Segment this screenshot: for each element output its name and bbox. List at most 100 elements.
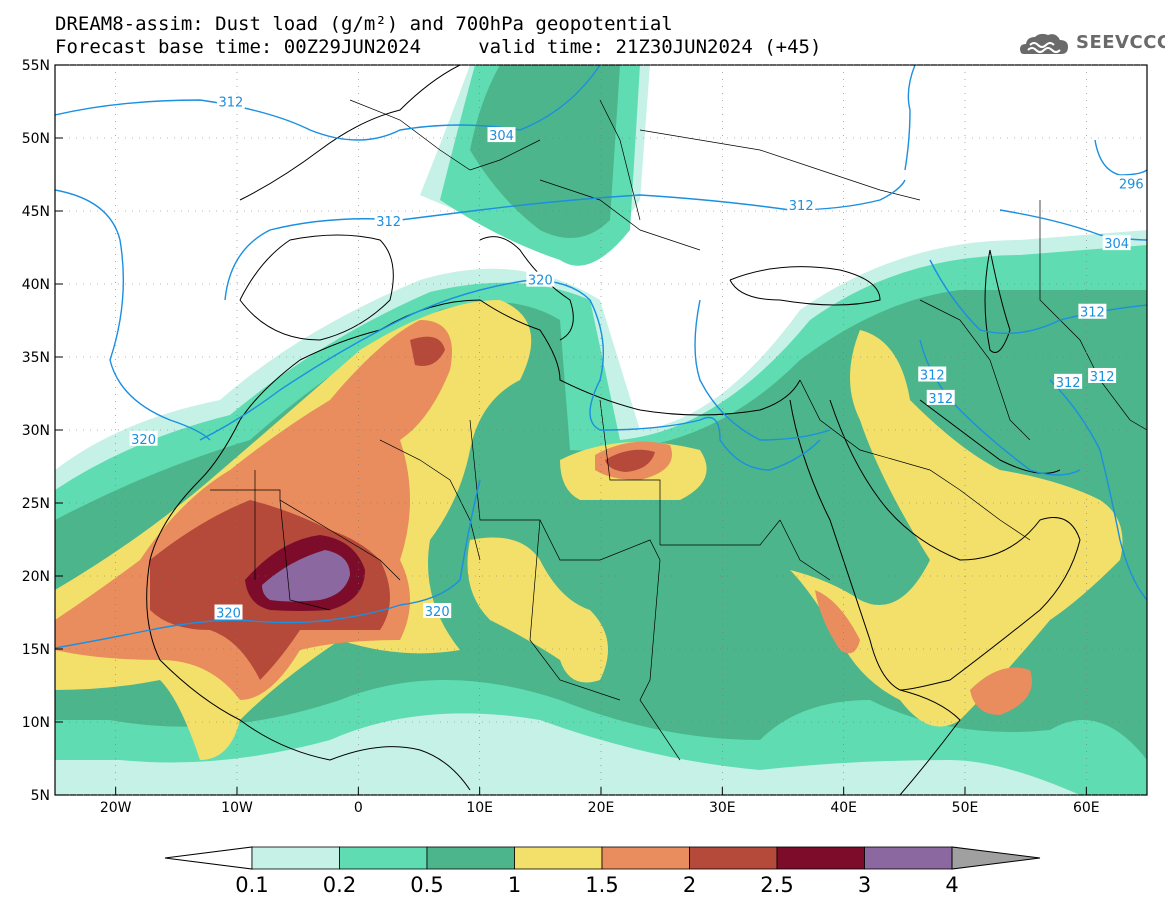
- latitude-tick-label: 50N: [22, 131, 50, 147]
- dust-band-3: [262, 550, 350, 602]
- contour-label-background: [487, 127, 516, 143]
- colorbar-label: 1.5: [585, 873, 618, 897]
- contour-label: 320: [216, 607, 241, 622]
- colorbar-label: 0.5: [410, 873, 443, 897]
- latitude-tick-label: 30N: [22, 423, 50, 439]
- dust-band-1-chad: [467, 537, 608, 683]
- dust-band-0.5-europe: [470, 65, 620, 238]
- colorbar-segment: [776, 846, 865, 870]
- contour-label: 296: [1119, 177, 1144, 192]
- coast-black-sea: [729, 266, 881, 306]
- contour-label: 312: [928, 392, 953, 407]
- contour-label-background: [214, 604, 243, 620]
- colorbar-segment: [426, 846, 515, 870]
- graticule: [55, 64, 1147, 796]
- coast-east-africa: [899, 689, 961, 795]
- longitude-tick-label: 20E: [588, 800, 615, 816]
- contour-label-background: [1088, 367, 1117, 383]
- contour-label: 304: [1104, 237, 1129, 252]
- contour-312-east: [904, 65, 916, 171]
- contour-320-med: [199, 279, 821, 471]
- contour-label: 312: [1080, 306, 1105, 321]
- map-title: DREAM8-assim: Dust load (g/m²) and 700hP…: [55, 13, 673, 35]
- colorbar-label: 2.5: [760, 873, 793, 897]
- colorbar-over-arrow: [951, 846, 1041, 870]
- dust-band-1.5-redsea: [815, 590, 860, 654]
- longitude-tick-label: 40E: [830, 800, 857, 816]
- forecast-time-line: Forecast base time: 00Z29JUN2024 valid t…: [55, 36, 822, 58]
- latitude-tick-label: 5N: [31, 788, 50, 804]
- coast-caspian: [984, 249, 1011, 353]
- longitude-tick-label: 10E: [466, 800, 493, 816]
- latitude-tick-label: 55N: [22, 58, 50, 74]
- longitude-tick-label: 10W: [221, 800, 253, 816]
- contour-label-background: [1102, 235, 1131, 251]
- colorbar-label: 0.1: [235, 873, 268, 897]
- contour-312-afg: [1049, 379, 1147, 601]
- contour-label: 312: [1056, 376, 1081, 391]
- contour-label-background: [1054, 373, 1083, 389]
- contour-296: [1094, 139, 1147, 176]
- colorbar-segment: [864, 846, 953, 870]
- contour-label-background: [129, 430, 158, 446]
- latitude-axis: 55N 50N 45N 40N 35N 30N 25N 20N 15N 10N 5N: [22, 58, 63, 804]
- contour-label: 312: [376, 215, 401, 230]
- contour-label: 304: [489, 129, 514, 144]
- colorbar-segment: [514, 846, 603, 870]
- longitude-tick-label: 60E: [1073, 800, 1100, 816]
- contour-label-background: [1078, 303, 1107, 319]
- latitude-tick-label: 20N: [22, 569, 50, 585]
- dust-band-1-arabia: [790, 330, 1123, 727]
- country-borders: [210, 99, 1147, 761]
- colorbar-under-arrow: [164, 846, 253, 870]
- colorbar: 0.1 0.2 0.5 1 1.5 2 2.5 3 4: [164, 846, 1041, 897]
- contour-label-background: [374, 213, 403, 229]
- colorbar-segment: [339, 846, 428, 870]
- longitude-tick-label: 0: [354, 800, 363, 816]
- contour-label: 320: [425, 605, 450, 620]
- colorbar-label: 2: [683, 873, 696, 897]
- dust-band-1.5-somalia: [970, 667, 1032, 715]
- contour-label-background: [423, 603, 452, 619]
- colorbar-segment: [251, 846, 340, 870]
- contour-label-background: [918, 366, 947, 382]
- contour-312-north: [55, 65, 601, 141]
- contour-label: 320: [131, 433, 156, 448]
- contour-label: 312: [219, 96, 244, 111]
- contour-label-background: [216, 93, 245, 109]
- coast-mediterranean-africa: [239, 299, 801, 421]
- contour-label: 312: [789, 199, 814, 214]
- longitude-axis: 20W 10W 0 10E 20E 30E 40E 50E 60E: [100, 787, 1100, 816]
- contour-labels: 312 304 312 312 296 304 320 312 312 312 312 312 320 3…: [129, 93, 1146, 622]
- contour-320-south: [55, 479, 481, 649]
- contour-label-background: [1117, 175, 1146, 191]
- contour-312-mid: [224, 179, 906, 301]
- latitude-tick-label: 35N: [22, 350, 50, 366]
- colorbar-label: 1: [508, 873, 521, 897]
- latitude-tick-label: 10N: [22, 715, 50, 731]
- contour-label-background: [787, 197, 816, 213]
- contour-label-background: [926, 389, 955, 405]
- dust-band-2-libya: [605, 449, 655, 472]
- longitude-tick-label: 20W: [100, 800, 132, 816]
- contour-label-background: [526, 271, 555, 287]
- latitude-tick-label: 15N: [22, 642, 50, 658]
- colorbar-segment: [601, 846, 690, 870]
- logo-text: SEEVCCC: [1076, 32, 1165, 53]
- coast-arabia: [829, 399, 1081, 691]
- cloud-logo-icon: [1020, 33, 1068, 54]
- longitude-tick-label: 50E: [952, 800, 979, 816]
- contour-304: [999, 209, 1147, 241]
- contour-label: 312: [920, 369, 945, 384]
- colorbar-label: 0.2: [323, 873, 356, 897]
- colorbar-label: 4: [945, 873, 958, 897]
- latitude-tick-label: 40N: [22, 277, 50, 293]
- contour-312-west: [55, 189, 211, 441]
- contour-312-caucasus: [694, 299, 831, 441]
- dust-band-2-north: [410, 336, 445, 366]
- latitude-tick-label: 45N: [22, 204, 50, 220]
- coast-europe-north: [239, 65, 461, 201]
- coast-iberia: [239, 234, 394, 341]
- latitude-tick-label: 25N: [22, 496, 50, 512]
